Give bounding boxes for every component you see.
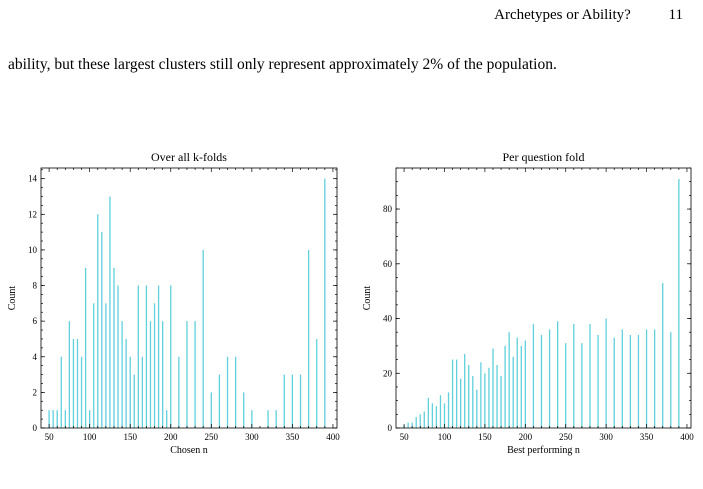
y-tick-label: 20	[383, 368, 393, 378]
x-tick-label: 200	[519, 432, 533, 442]
x-axis-label: Best performing n	[507, 445, 580, 456]
x-tick-label: 350	[286, 432, 300, 442]
chart-title: Per question fold	[503, 150, 585, 164]
y-tick-label: 60	[383, 259, 393, 269]
chart-title: Over all k-folds	[151, 150, 227, 164]
chart-over-all-k-folds: Over all k-folds Chosen n Count 50 100 150…	[7, 150, 340, 456]
body-paragraph: ability, but these largest clusters stil…	[8, 56, 557, 73]
x-tick-label: 250	[205, 432, 219, 442]
page-number: 11	[668, 7, 683, 23]
x-axis-label: Chosen n	[170, 445, 208, 456]
chart-per-question-fold: Per question fold Best performing n Coun…	[362, 150, 694, 456]
x-tick-label: 250	[559, 432, 573, 442]
y-tick-label: 6	[33, 316, 38, 326]
y-axis-label: Count	[7, 286, 18, 311]
running-title: Archetypes or Ability?	[494, 7, 631, 23]
plot-frame	[40, 167, 338, 429]
y-tick-label: 12	[28, 209, 37, 219]
y-tick-label: 40	[383, 314, 393, 324]
y-tick-label: 4	[33, 352, 38, 362]
y-tick-label: 2	[33, 387, 38, 397]
x-tick-label: 100	[83, 432, 97, 442]
x-tick-label: 50	[45, 432, 55, 442]
x-tick-label: 50	[400, 432, 410, 442]
y-axis-label: Count	[362, 286, 373, 311]
y-tick-label: 10	[28, 245, 38, 255]
x-tick-label: 400	[680, 432, 694, 442]
x-tick-label: 300	[245, 432, 259, 442]
x-tick-label: 300	[599, 432, 613, 442]
running-header: Archetypes or Ability? 11	[494, 7, 683, 24]
y-tick-label: 80	[383, 204, 393, 214]
x-tick-label: 350	[640, 432, 654, 442]
y-tick-label: 0	[388, 423, 393, 433]
y-tick-label: 14	[28, 174, 38, 184]
y-tick-label: 8	[33, 281, 38, 291]
x-tick-label: 150	[478, 432, 492, 442]
x-tick-label: 150	[123, 432, 137, 442]
plot-frame	[395, 167, 692, 429]
x-tick-label: 200	[164, 432, 178, 442]
y-tick-label: 0	[33, 423, 38, 433]
x-tick-label: 100	[438, 432, 452, 442]
x-tick-label: 400	[326, 432, 340, 442]
